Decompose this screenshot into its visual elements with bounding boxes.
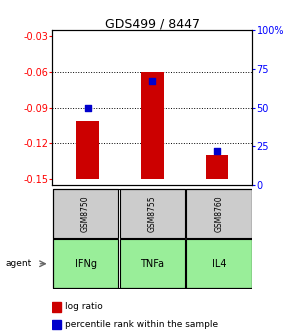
Text: GSM8750: GSM8750 [81, 195, 90, 232]
Text: TNFa: TNFa [140, 259, 164, 269]
Title: GDS499 / 8447: GDS499 / 8447 [105, 17, 200, 30]
Text: log ratio: log ratio [65, 302, 103, 311]
Bar [53, 239, 118, 288]
Point [215, 148, 219, 154]
Bar [119, 189, 185, 238]
Text: GSM8760: GSM8760 [214, 195, 224, 232]
Bar [53, 189, 118, 238]
Bar [186, 189, 252, 238]
Text: IL4: IL4 [212, 259, 226, 269]
Bar [52, 302, 61, 312]
Bar [76, 121, 99, 179]
Bar [119, 239, 185, 288]
Point [85, 105, 90, 110]
Text: agent: agent [5, 259, 32, 268]
Bar [52, 320, 61, 329]
Text: IFNg: IFNg [75, 259, 97, 269]
Bar [206, 155, 228, 179]
Bar [186, 239, 252, 288]
Text: GSM8755: GSM8755 [148, 195, 157, 232]
Bar [141, 72, 164, 179]
Point [150, 79, 155, 84]
Text: percentile rank within the sample: percentile rank within the sample [65, 320, 218, 329]
